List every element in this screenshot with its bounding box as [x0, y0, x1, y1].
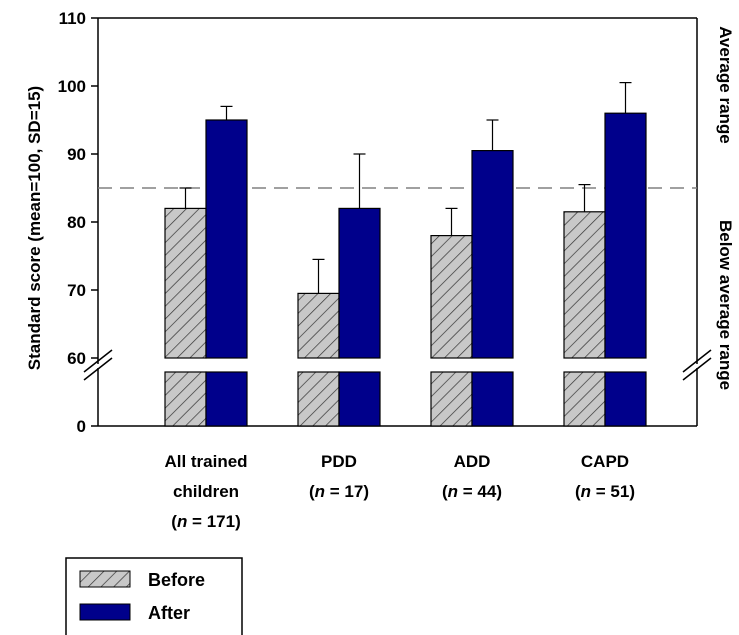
category-label: ADD	[454, 452, 491, 471]
legend-label-after: After	[148, 603, 190, 623]
category-label: PDD	[321, 452, 357, 471]
category-n-label: (n = 17)	[309, 482, 369, 501]
legend: Before After	[65, 557, 243, 635]
axis-break-mark	[83, 357, 113, 381]
axis-break-mark	[682, 357, 712, 381]
y-tick-label: 0	[77, 417, 86, 436]
y-tick-label: 70	[67, 281, 86, 300]
axis-break-mark	[83, 349, 113, 373]
legend-label-before: Before	[148, 570, 205, 590]
category-n-label: (n = 44)	[442, 482, 502, 501]
bar-before	[297, 292, 340, 359]
right-label-average: Average range	[716, 26, 735, 143]
tick-labels: 110 100 90 80 70 60 0	[58, 9, 86, 436]
legend-swatch-before	[79, 570, 131, 588]
y-tick-label: 110	[59, 9, 86, 28]
bar-before-lower-stub	[297, 371, 340, 427]
bar-after-lower-stub	[205, 371, 248, 427]
bar-after	[338, 207, 381, 359]
bar-after-lower-stub	[604, 371, 647, 427]
bar-after	[604, 112, 647, 359]
bar-before	[164, 207, 207, 359]
bar-before-lower-stub	[430, 371, 473, 427]
bar-after	[471, 150, 514, 359]
y-tick-label: 100	[58, 77, 86, 96]
y-tick-label: 80	[67, 213, 86, 232]
bar-before-lower-stub	[164, 371, 207, 427]
bar-after-lower-stub	[471, 371, 514, 427]
category-label: children	[173, 482, 239, 501]
bar-after	[205, 119, 248, 359]
right-label-below-average: Below average range	[716, 220, 735, 390]
category-labels: All trained children (n = 171) PDD (n = 17) A…	[164, 452, 635, 531]
y-tick-label: 90	[67, 145, 86, 164]
bar-before	[563, 211, 606, 359]
category-n-label: (n = 51)	[575, 482, 635, 501]
y-tick-label: 60	[67, 349, 86, 368]
bar-after-lower-stub	[338, 371, 381, 427]
bar-before	[430, 235, 473, 359]
y-axis-title: Standard score (mean=100, SD=15)	[25, 86, 44, 370]
legend-swatch-after	[79, 603, 131, 621]
category-label: CAPD	[581, 452, 629, 471]
category-label: All trained	[164, 452, 247, 471]
bars	[164, 81, 647, 427]
bar-before-lower-stub	[563, 371, 606, 427]
category-n-label: (n = 171)	[171, 512, 240, 531]
axis-break-mark	[682, 349, 712, 373]
legend-box	[65, 557, 243, 635]
